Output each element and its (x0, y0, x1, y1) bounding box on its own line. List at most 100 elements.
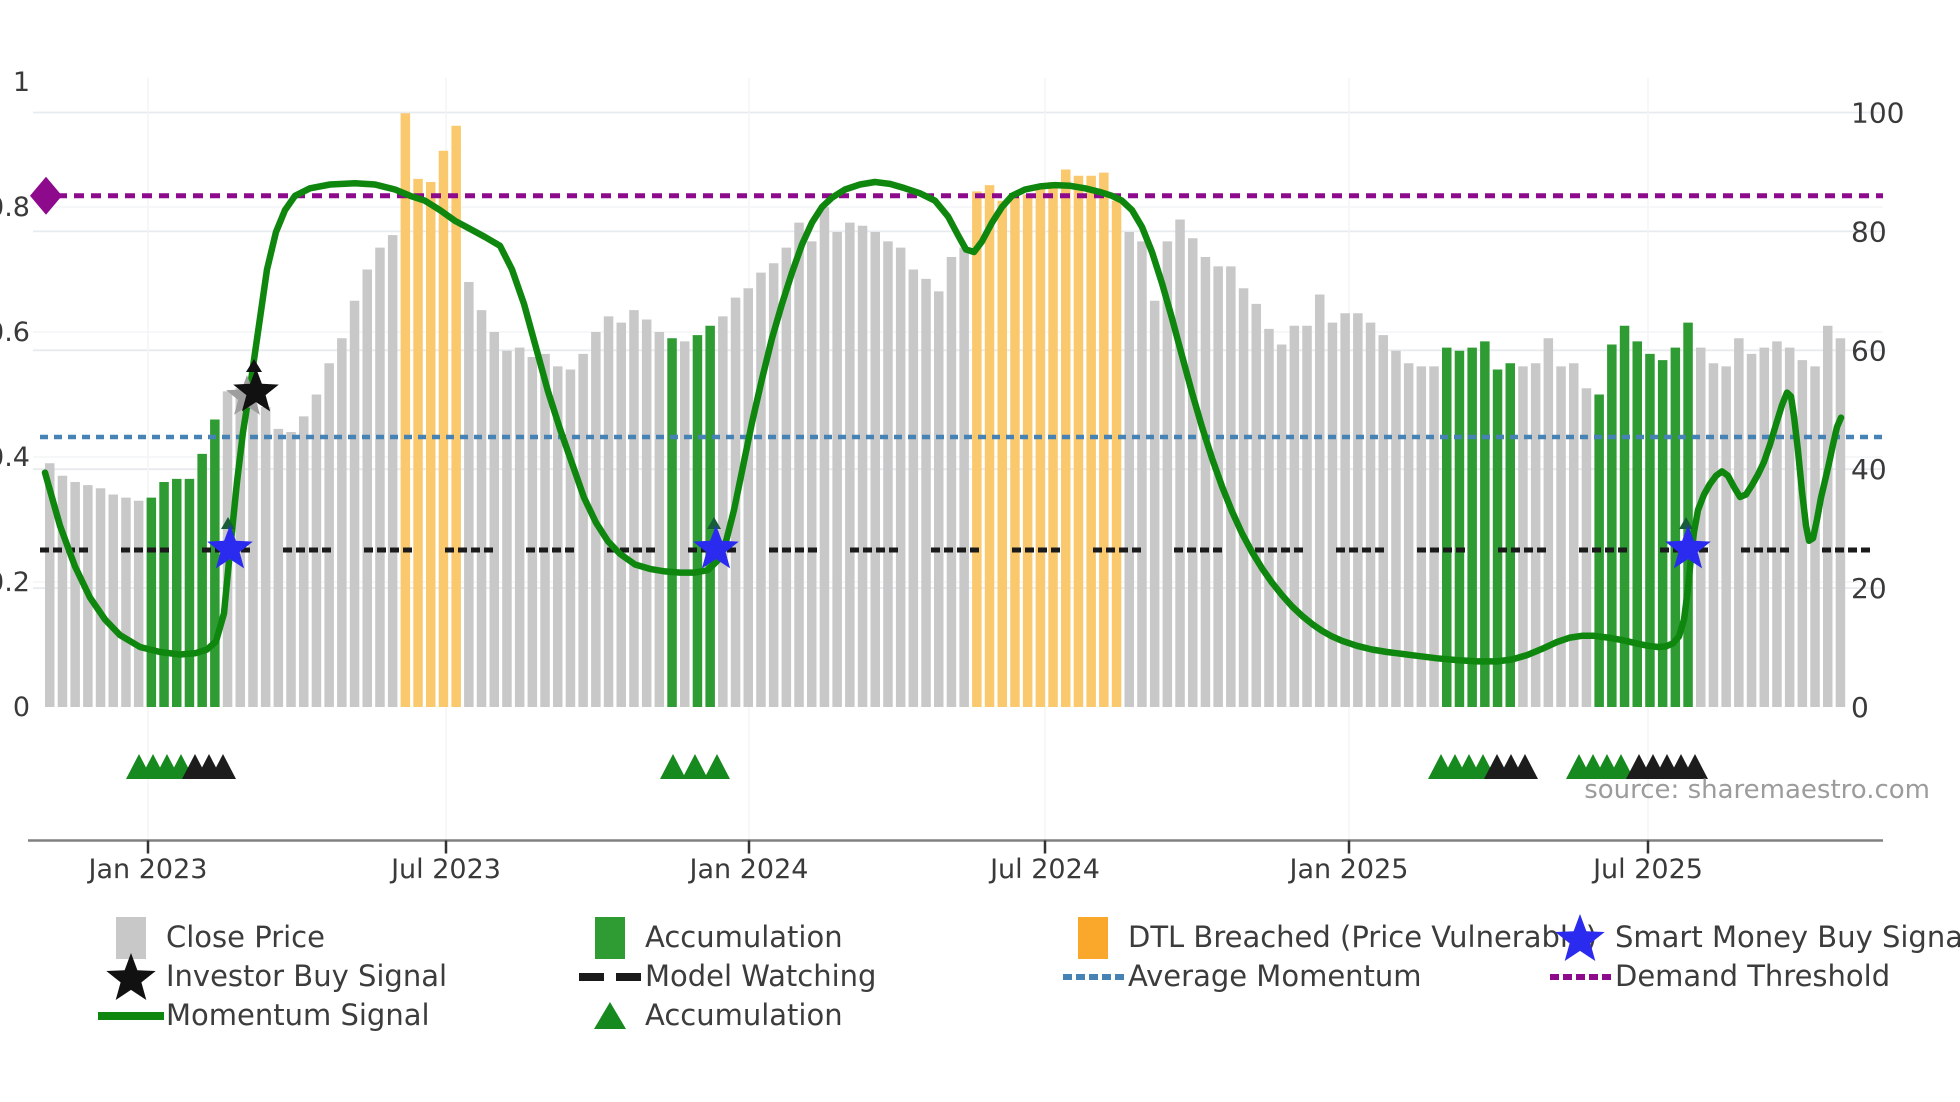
dtl-breached-bar (1035, 188, 1046, 707)
legend-column: DTL Breached (Price Vulnerable) Average M… (1058, 916, 1597, 996)
legend-accumulation-triangle-label: Accumulation (645, 998, 843, 1032)
close-price-bar (1378, 335, 1388, 707)
close-price-bar (1276, 344, 1287, 707)
close-price-bar (743, 288, 753, 707)
close-price-bar (1556, 366, 1566, 707)
accumulation-bar (1607, 344, 1617, 707)
dtl-breached-bar (1086, 175, 1096, 707)
legend-demand-threshold-label: Demand Threshold (1615, 959, 1891, 993)
dtl-breached-bar (1111, 200, 1122, 707)
accumulation-tip-icon (707, 517, 721, 529)
dtl-breached-bar (1048, 182, 1058, 707)
close-price-bar (1137, 241, 1147, 707)
legend-demand-threshold: Demand Threshold (1545, 957, 1960, 996)
close-price-bar (337, 338, 347, 707)
close-price-bar (819, 207, 830, 707)
close-price-bar (1175, 219, 1185, 707)
accumulation-bar (1480, 341, 1490, 707)
price-bars (45, 113, 1846, 707)
legend-momentum-signal-marker-icon (96, 1011, 166, 1020)
close-price-bar (680, 341, 690, 707)
demand-threshold-cap-icon (30, 176, 62, 215)
close-price-bar (1530, 363, 1541, 707)
close-price-bar (845, 222, 855, 707)
x-tick-label: Jul 2025 (1591, 854, 1703, 885)
dtl-breached-bar (451, 125, 461, 707)
legend-accumulation-bar-label: Accumulation (645, 920, 843, 954)
accumulation-bar (1657, 360, 1668, 707)
dtl-breached-bar (1010, 197, 1020, 707)
legend-investor-buy-signal-marker-icon (96, 950, 166, 1004)
legend-close-price-marker-icon (96, 916, 166, 959)
close-price-bar (273, 428, 284, 707)
close-price-bar (756, 272, 766, 707)
close-price-bar (1823, 325, 1833, 707)
legend-dtl-breached: DTL Breached (Price Vulnerable) (1058, 916, 1597, 959)
close-price-bar (387, 235, 398, 707)
legend-close-price-label: Close Price (166, 920, 325, 954)
investor-triangle-icon (1682, 754, 1708, 779)
x-tick-label: Jul 2024 (988, 854, 1100, 885)
accumulation-triangle-icon (660, 754, 686, 779)
close-price-bar (362, 269, 372, 707)
close-price-bar (349, 300, 360, 707)
legend-average-momentum-marker-icon (1058, 973, 1128, 980)
y-left-tick-label: 0.4 (0, 442, 30, 473)
close-price-bar (1543, 338, 1554, 707)
legend-column: Close Price Investor Buy Signal Momentum S… (96, 916, 448, 1035)
close-price-bar (476, 310, 487, 707)
close-price-bar (1708, 363, 1719, 707)
accumulation-bar (692, 335, 703, 707)
y-right-tick-label: 40 (1851, 453, 1887, 486)
close-price-bar (1746, 353, 1757, 707)
close-price-bar (70, 482, 80, 707)
close-price-bar (45, 463, 55, 707)
legend-accumulation-triangle-marker-icon (575, 1002, 645, 1029)
x-tick-label: Jan 2023 (87, 854, 208, 885)
accumulation-bar (1632, 341, 1642, 707)
dtl-breached-bar (400, 113, 411, 707)
close-price-bar (832, 232, 842, 707)
y-axis-left: 0 0.2 0.4 0.6 0.8 1 (0, 67, 30, 723)
close-price-bar (1289, 325, 1300, 707)
dtl-breached-bar (413, 178, 423, 707)
investor-tip-icon (246, 359, 262, 372)
close-price-bar (781, 247, 792, 707)
close-price-bar (921, 278, 931, 707)
close-price-bar (1149, 300, 1160, 707)
close-price-bar (121, 497, 131, 707)
accumulation-tip-icon (221, 517, 235, 529)
legend-average-momentum-label: Average Momentum (1128, 959, 1422, 993)
close-price-bar (1365, 322, 1376, 707)
accumulation-triangle-icon (1608, 754, 1634, 779)
close-price-bar (553, 366, 563, 707)
close-price-bar (1213, 266, 1223, 707)
buy-signal-markers (207, 359, 1711, 569)
close-price-bar (654, 332, 665, 707)
close-price-bar (1429, 366, 1439, 707)
source-credit: source: sharemaestro.com (1584, 775, 1930, 805)
y-right-tick-label: 80 (1851, 215, 1887, 248)
close-price-bar (603, 316, 614, 707)
legend-accumulation-bar: Accumulation (575, 916, 876, 959)
close-price-bar (286, 432, 296, 707)
close-price-bar (629, 310, 639, 707)
close-price-bar (248, 403, 258, 707)
dtl-breached-bar (997, 200, 1007, 707)
y-axis-right: 0 20 40 60 80 100 (1851, 97, 1904, 725)
close-price-bar (578, 353, 588, 707)
close-price-bar (1315, 294, 1325, 707)
accumulation-tip-icon (1679, 517, 1693, 529)
legend-investor-buy-signal-label: Investor Buy Signal (166, 959, 448, 993)
accumulation-bar (1492, 369, 1503, 707)
close-price-bar (324, 363, 334, 707)
legend-dtl-breached-marker-icon (1058, 916, 1128, 959)
close-price-bar (502, 350, 512, 707)
accumulation-bar (159, 482, 169, 707)
close-price-bar (934, 291, 944, 707)
close-price-bar (883, 241, 893, 707)
close-price-bar (1162, 241, 1173, 707)
y-right-tick-label: 100 (1851, 97, 1904, 130)
legend-close-price: Close Price (96, 916, 447, 959)
legend-model-watching-marker-icon (575, 972, 645, 981)
